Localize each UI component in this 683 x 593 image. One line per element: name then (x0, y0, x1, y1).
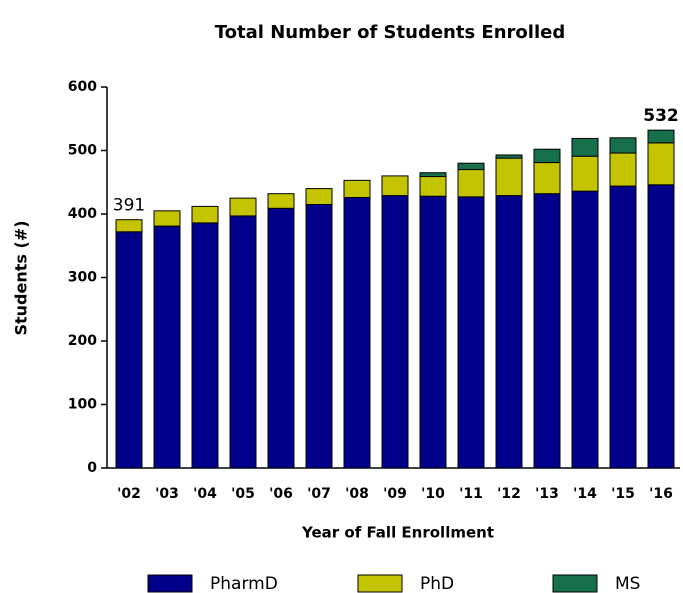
legend-label: PhD (420, 574, 454, 593)
bar-segment (305, 188, 333, 205)
x-tick-label: '02 (117, 486, 141, 502)
x-tick-label: '12 (497, 486, 521, 502)
x-axis-label: Year of Fall Enrollment (301, 524, 494, 542)
legend-swatch (357, 574, 403, 593)
bar-segment (191, 205, 219, 224)
bar-segment (495, 157, 523, 197)
total-label: 391 (113, 196, 145, 216)
x-tick-label: '07 (307, 486, 331, 502)
x-tick-label: '06 (269, 486, 293, 502)
x-tick-label: '10 (421, 486, 445, 502)
y-tick-label: 300 (68, 270, 97, 286)
x-tick-label: '04 (193, 486, 217, 502)
y-tick-label: 500 (68, 143, 97, 159)
bar-segment (609, 185, 637, 469)
bar-segment (381, 175, 409, 197)
chart-title: Total Number of Students Enrolled (215, 22, 565, 43)
legend-label: MS (615, 574, 640, 593)
bar-segment (571, 137, 599, 157)
bar-segment (647, 184, 675, 469)
bar-segment (267, 193, 295, 209)
x-tick-label: '11 (459, 486, 483, 502)
bar-segment (115, 219, 143, 233)
bar-segment (609, 152, 637, 187)
bar-segment (533, 193, 561, 469)
bar-segment (495, 154, 523, 159)
bar-segment (647, 142, 675, 186)
bar-segment (457, 196, 485, 469)
bar-segment (457, 162, 485, 171)
legend-swatch (147, 574, 193, 593)
x-tick-label: '14 (573, 486, 597, 502)
y-tick-label: 600 (68, 79, 97, 95)
bar-segment (381, 195, 409, 469)
bar-segment (419, 176, 447, 197)
x-tick-label: '13 (535, 486, 559, 502)
bar-segment (419, 195, 447, 469)
bar-segment (495, 195, 523, 469)
bar-segment (533, 162, 561, 195)
bar-segment (153, 225, 181, 469)
bar-segment (533, 148, 561, 164)
y-tick-label: 100 (68, 397, 97, 413)
bar-segment (305, 203, 333, 469)
bar-segment (571, 190, 599, 469)
bar-segment (153, 210, 181, 227)
y-axis-label: Students (#) (12, 220, 31, 335)
bar-segment (229, 215, 257, 469)
x-tick-label: '09 (383, 486, 407, 502)
x-tick-label: '05 (231, 486, 255, 502)
bar-segment (457, 169, 485, 198)
bar-segment (191, 222, 219, 469)
x-tick-label: '15 (611, 486, 635, 502)
bar-segment (419, 172, 447, 178)
y-tick-label: 0 (87, 460, 97, 476)
bar-segment (609, 137, 637, 154)
legend-swatch (552, 574, 598, 593)
bar-segment (229, 197, 257, 217)
bar-segment (115, 231, 143, 469)
x-tick-label: '08 (345, 486, 369, 502)
total-label: 532 (643, 106, 679, 126)
x-tick-label: '03 (155, 486, 179, 502)
bar-segment (571, 155, 599, 192)
bar-segment (647, 129, 675, 144)
x-tick-label: '16 (649, 486, 673, 502)
y-tick-label: 200 (68, 333, 97, 349)
bar-segment (343, 179, 371, 198)
bar-segment (267, 207, 295, 469)
legend-label: PharmD (210, 574, 278, 593)
y-tick-label: 400 (68, 206, 97, 222)
bar-segment (343, 196, 371, 469)
